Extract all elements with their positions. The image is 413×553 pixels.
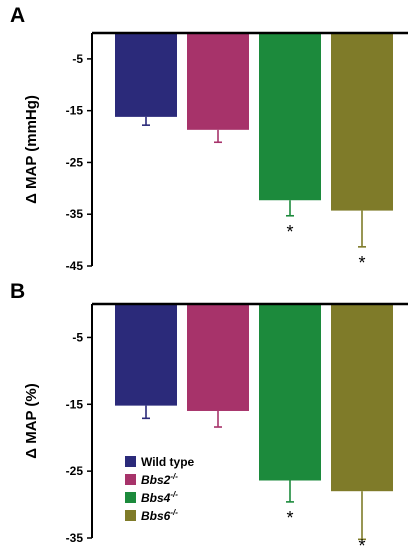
- y-axis-label: Δ MAP (mmHg): [23, 95, 40, 204]
- panel-B: B Δ MAP (%) -5 -15 -25 -35 * *: [10, 280, 408, 553]
- y-tick-label: -45: [66, 259, 84, 273]
- panel-letter: A: [10, 4, 25, 27]
- bar: [115, 33, 177, 117]
- y-tick-label: -35: [66, 207, 84, 221]
- significance-marker: *: [358, 253, 365, 273]
- panel-A: A Δ MAP (mmHg) -5 -15 -25 -35 -45 * *: [10, 4, 408, 273]
- legend-label-base: Bbs2: [141, 473, 171, 487]
- bar: [259, 304, 321, 481]
- significance-marker: *: [286, 508, 293, 528]
- legend-swatch: [125, 510, 136, 521]
- significance-marker: *: [358, 536, 365, 553]
- legend-label-superscript: -/-: [170, 490, 178, 499]
- legend-label: Wild type: [141, 455, 195, 469]
- y-tick-label: -35: [66, 531, 84, 545]
- bar: [331, 33, 393, 211]
- legend-swatch: [125, 456, 136, 467]
- bar: [115, 304, 177, 406]
- legend-swatch: [125, 474, 136, 485]
- legend-label: Bbs2-/-: [141, 472, 178, 487]
- y-tick-label: -15: [66, 397, 84, 411]
- legend-label-base: Wild type: [141, 455, 195, 469]
- bar: [187, 33, 249, 130]
- legend-label-base: Bbs4: [141, 491, 171, 505]
- legend-label-base: Bbs6: [141, 509, 171, 523]
- bar: [187, 304, 249, 411]
- y-tick-label: -25: [66, 464, 84, 478]
- legend-swatch: [125, 492, 136, 503]
- legend-label: Bbs6-/-: [141, 508, 178, 523]
- y-axis-label: Δ MAP (%): [23, 383, 40, 459]
- bar: [331, 304, 393, 492]
- panel-letter: B: [10, 280, 25, 303]
- y-tick-label: -5: [72, 52, 83, 66]
- legend-label-superscript: -/-: [170, 472, 178, 481]
- legend-label-superscript: -/-: [170, 508, 178, 517]
- y-tick-label: -5: [72, 330, 83, 344]
- significance-marker: *: [286, 222, 293, 242]
- y-tick-label: -25: [66, 155, 84, 169]
- legend-label: Bbs4-/-: [141, 490, 178, 505]
- y-tick-label: -15: [66, 104, 84, 118]
- bar: [259, 33, 321, 201]
